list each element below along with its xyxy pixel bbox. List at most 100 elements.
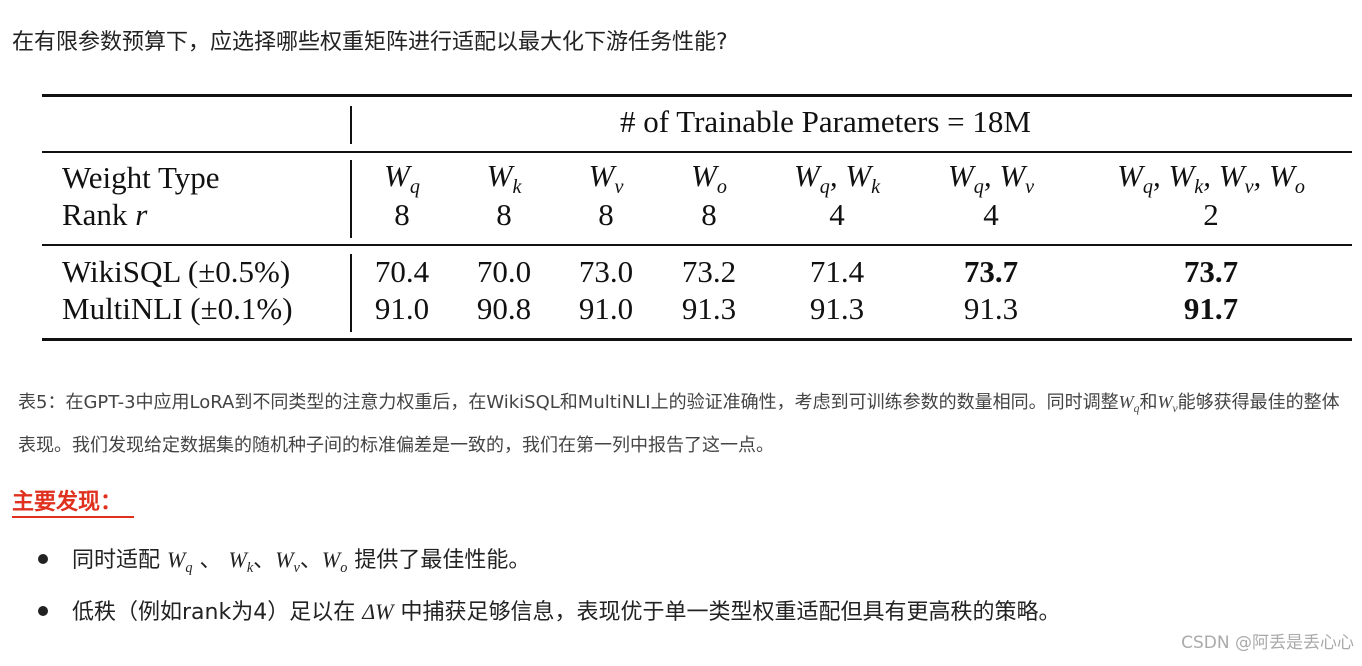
math: ΔW (362, 599, 393, 624)
math-base: W (321, 547, 341, 572)
math-base: W (588, 158, 615, 193)
table-rule (42, 244, 1352, 246)
text: 、 (253, 548, 276, 573)
math: Wq (1117, 158, 1153, 198)
rank: 8 (598, 197, 614, 232)
cell-value: 73.7 (1183, 254, 1239, 289)
cell-value: 91.3 (809, 291, 865, 326)
math-sub: o (716, 176, 727, 199)
table-rule (42, 151, 1352, 153)
math-sub: o (340, 560, 348, 576)
math-sub: q (1142, 176, 1153, 199)
separator: , (1203, 158, 1219, 193)
math-base: W (1168, 158, 1195, 193)
math-sub: k (1194, 176, 1204, 199)
table-bottom-rule (42, 338, 1352, 341)
cell-value: 70.0 (476, 254, 532, 289)
watermark: CSDN @阿丢是丢心心 (1181, 633, 1354, 653)
cell-value: 90.8 (476, 291, 532, 326)
math-sub: q (819, 176, 830, 199)
cell-value: 70.4 (374, 254, 430, 289)
math-base: W (275, 547, 294, 572)
text: 提供了最佳性能。 (347, 548, 531, 573)
table-top-rule (42, 94, 1352, 97)
text: 低秩（例如rank为4）足以在 (72, 600, 363, 625)
math-sub: q (185, 560, 193, 576)
cell-value: 71.4 (809, 254, 865, 289)
math-sub: k (246, 560, 254, 576)
group-header: # of Trainable Parameters = 18M (620, 104, 1031, 139)
math-base: W (1269, 158, 1295, 193)
separator: , (983, 158, 1000, 193)
text: 和 (1139, 392, 1158, 413)
table-vrule (350, 160, 352, 238)
math-sub: q (973, 176, 984, 199)
separator: , (829, 158, 846, 193)
cell-value: 73.7 (963, 254, 1019, 289)
cell-value: 91.0 (374, 291, 430, 326)
math-sub: v (614, 176, 624, 199)
math-base: W (1218, 158, 1245, 193)
weight-type: Wk (487, 158, 522, 199)
math-sub: q (1133, 402, 1140, 416)
math-base: W (228, 547, 247, 572)
row-label: MultiNLI (±0.1%) (62, 291, 293, 326)
weight-type: Wq, Wv (948, 158, 1034, 199)
rank: 8 (496, 197, 512, 232)
math-base: W (1117, 158, 1143, 193)
math: Wq (384, 158, 420, 198)
weight-type: Wq, Wk, Wv, Wo (1117, 158, 1305, 199)
table-vrule (350, 254, 352, 332)
math: Wq (947, 158, 984, 198)
text: 、 (192, 548, 229, 573)
math-base: W (167, 547, 186, 572)
math: Wk (487, 158, 522, 198)
math-base: W (691, 158, 717, 193)
math-base: W (999, 158, 1026, 193)
math-sub: v (1244, 176, 1254, 199)
math: Wo (1269, 158, 1305, 198)
math: Wq (793, 158, 830, 198)
question: 在有限参数预算下，应选择哪些权重矩阵进行适配以最大化下游任务性能? (12, 30, 728, 55)
bullet-text: 低秩（例如rank为4）足以在 ΔW 中捕获足够信息，表现优于单一类型权重适配但… (72, 594, 1060, 626)
weight-type: Wq, Wk (794, 158, 880, 199)
math-base: W (793, 158, 820, 193)
text: 表5：在GPT-3中应用LoRA到不同类型的注意力权重后，在WikiSQL和Mu… (18, 392, 1119, 413)
cell-value: 91.0 (578, 291, 634, 326)
math-base: W (384, 158, 410, 193)
math-sub: k (871, 176, 881, 199)
math-sub: v (1025, 176, 1035, 199)
text: 、 (299, 548, 322, 573)
math: Wv (999, 158, 1034, 198)
math-sub: v (293, 560, 300, 576)
math: Wk (228, 547, 253, 576)
math: Wv (275, 547, 300, 576)
weight-type: Wq (384, 158, 420, 199)
math-base: W (947, 158, 974, 193)
cell-value: 91.3 (681, 291, 737, 326)
math: Wv (1218, 158, 1254, 198)
cell-value: 91.3 (963, 291, 1019, 326)
rank: 4 (983, 197, 999, 232)
bullet-text: 同时适配 Wq 、 Wk、Wv、Wo 提供了最佳性能。 (72, 542, 530, 577)
math-sub: o (1294, 176, 1305, 199)
math-sub: k (512, 176, 522, 199)
math-base: W (845, 158, 872, 193)
cell-value: 73.2 (681, 254, 737, 289)
math: Wo (321, 547, 347, 576)
math: Wq (167, 547, 192, 576)
weight-type: Wo (691, 158, 727, 199)
rank: 2 (1203, 197, 1219, 232)
separator: , (1152, 158, 1169, 193)
table-vrule (350, 106, 352, 144)
bullet-dot (38, 606, 48, 616)
math-sub: q (409, 176, 420, 199)
rank-var: r (135, 197, 148, 232)
separator: , (1253, 158, 1270, 193)
rank: 8 (394, 197, 410, 232)
math: Wk (1168, 158, 1203, 198)
math: Wv (588, 158, 624, 198)
caption: 表5：在GPT-3中应用LoRA到不同类型的注意力权重后，在WikiSQL和Mu… (18, 384, 1353, 464)
weight-type: Wv (589, 158, 624, 199)
math: Wo (691, 158, 727, 198)
